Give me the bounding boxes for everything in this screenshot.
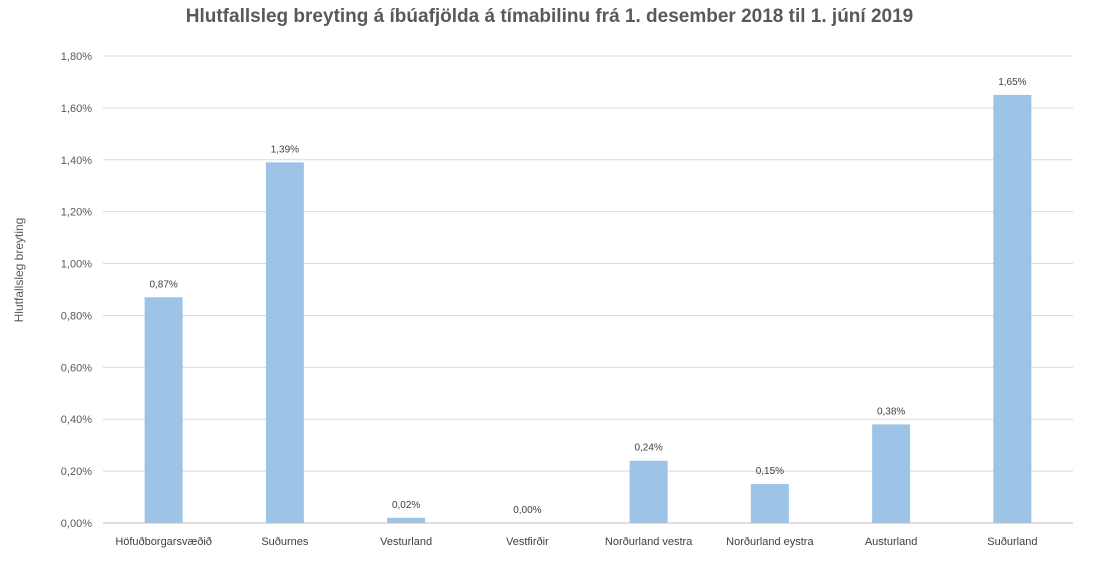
data-label: 0,38% xyxy=(877,406,905,417)
y-tick-label: 1,80% xyxy=(61,51,92,63)
bar xyxy=(993,94,1032,524)
y-tick-label: 0,40% xyxy=(61,414,92,426)
category-label: Norðurland vestra xyxy=(605,536,693,548)
data-label: 1,39% xyxy=(271,144,299,155)
y-tick-label: 1,00% xyxy=(61,259,92,271)
gridlines xyxy=(103,55,1073,472)
category-label: Suðurland xyxy=(987,536,1037,548)
bar xyxy=(872,424,911,523)
bar xyxy=(144,297,183,523)
data-label: 0,87% xyxy=(149,279,177,290)
y-tick-label: 0,00% xyxy=(61,518,92,530)
category-labels: Höfuðborgarsvæðið Suðurnes Vesturland Vestf… xyxy=(115,536,1037,548)
category-label: Suðurnes xyxy=(261,536,309,548)
data-label: 0,00% xyxy=(513,505,541,516)
bar xyxy=(265,162,304,523)
bar xyxy=(629,460,668,523)
bar xyxy=(387,517,426,523)
category-label: Vestfirðir xyxy=(506,536,549,548)
data-label: 1,65% xyxy=(998,77,1026,88)
data-label: 0,15% xyxy=(756,466,784,477)
y-tick-label: 0,80% xyxy=(61,310,92,322)
bars xyxy=(144,94,1032,524)
data-label: 0,02% xyxy=(392,500,420,511)
y-tick-label: 1,60% xyxy=(61,103,92,115)
data-labels: 0,87% 1,39% 0,02% 0,00% 0,24% 0,15% 0,38% 1,65% xyxy=(149,77,1026,516)
y-tick-label: 0,20% xyxy=(61,466,92,478)
y-tick-label: 1,40% xyxy=(61,155,92,167)
y-tick-label: 1,20% xyxy=(61,207,92,219)
y-tick-label: 0,60% xyxy=(61,362,92,374)
y-axis-ticks: 0,00% 0,20% 0,40% 0,60% 0,80% 1,00% 1,20% 1,40%… xyxy=(61,51,92,530)
category-label: Höfuðborgarsvæðið xyxy=(115,536,212,548)
category-label: Austurland xyxy=(865,536,918,548)
category-label: Norðurland eystra xyxy=(726,536,814,548)
bar xyxy=(750,484,789,523)
category-label: Vesturland xyxy=(380,536,432,548)
data-label: 0,24% xyxy=(634,443,662,454)
chart-title: Hlutfallsleg breyting á íbúafjölda á tím… xyxy=(185,6,914,27)
